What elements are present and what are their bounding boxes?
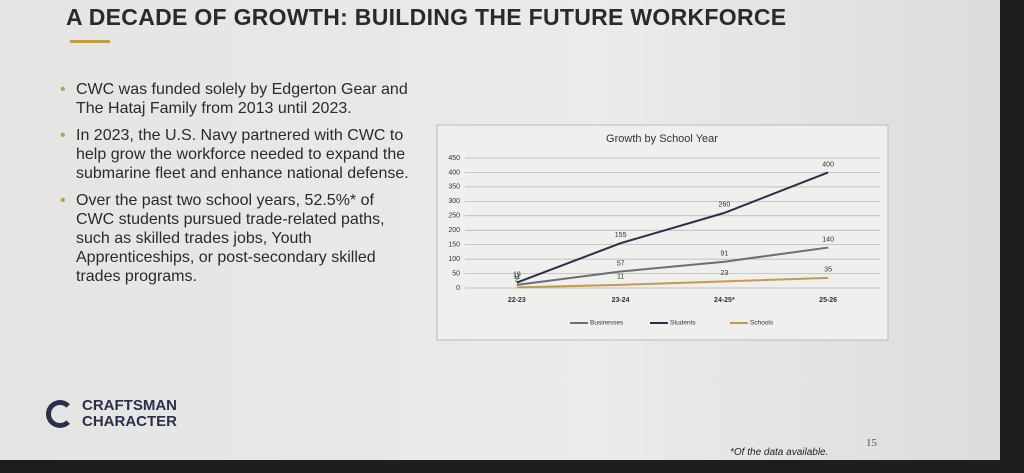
y-tick-label: 200 xyxy=(448,227,460,234)
x-tick-label: 22-23 xyxy=(508,297,526,304)
page-number: 15 xyxy=(866,437,877,449)
y-tick-label: 0 xyxy=(456,285,460,292)
y-tick-label: 450 xyxy=(448,155,460,162)
data-label: 11 xyxy=(513,274,520,281)
data-label: 57 xyxy=(617,260,625,267)
data-label: 140 xyxy=(822,236,834,243)
logo: CRAFTSMAN CHARACTER xyxy=(46,398,177,430)
y-tick-label: 50 xyxy=(452,270,460,277)
x-tick-label: 24-25* xyxy=(714,297,735,304)
logo-icon xyxy=(46,400,74,428)
x-tick-label: 25-26 xyxy=(819,297,837,304)
bullet: In 2023, the U.S. Navy partnered with CW… xyxy=(60,126,416,183)
bullet: Over the past two school years, 52.5%* o… xyxy=(60,191,416,286)
bullet-list: CWC was funded solely by Edgerton Gear a… xyxy=(56,80,416,294)
data-label: 91 xyxy=(720,251,728,258)
series-line xyxy=(516,171,829,284)
slide: A DECADE OF GROWTH: BUILDING THE FUTURE … xyxy=(0,0,1000,460)
data-label: 11 xyxy=(617,274,624,281)
data-label: 400 xyxy=(822,161,834,168)
y-tick-label: 100 xyxy=(448,256,460,263)
data-label: 35 xyxy=(824,267,832,274)
y-tick-label: 300 xyxy=(448,198,460,205)
data-label: 155 xyxy=(615,232,627,239)
y-tick-label: 250 xyxy=(448,213,460,220)
chart-title: Growth by School Year xyxy=(606,133,718,145)
chart: Growth by School Year 0 50 100 150 200 250 300… xyxy=(436,124,889,341)
legend-label: Students xyxy=(670,320,696,327)
slide-title: A DECADE OF GROWTH: BUILDING THE FUTURE … xyxy=(66,4,787,30)
logo-text: CRAFTSMAN xyxy=(82,397,177,414)
y-tick-label: 150 xyxy=(448,242,460,249)
data-label: 23 xyxy=(720,270,728,277)
footnote: *Of the data available. xyxy=(730,447,829,458)
data-label: 19 xyxy=(513,271,521,278)
logo-text: CHARACTER xyxy=(82,413,177,430)
bullet: CWC was funded solely by Edgerton Gear a… xyxy=(60,80,416,118)
series-line xyxy=(516,246,829,286)
data-label: 2 xyxy=(515,276,519,283)
x-tick-label: 23-24 xyxy=(612,297,630,304)
data-label: 260 xyxy=(719,202,731,209)
y-tick-label: 350 xyxy=(448,184,460,191)
legend-label: Businesses xyxy=(590,320,624,327)
accent-line xyxy=(70,40,110,43)
series-line xyxy=(516,276,829,289)
legend-label: Schools xyxy=(750,320,774,327)
chart-frame xyxy=(436,124,889,341)
y-tick-label: 400 xyxy=(448,169,460,176)
